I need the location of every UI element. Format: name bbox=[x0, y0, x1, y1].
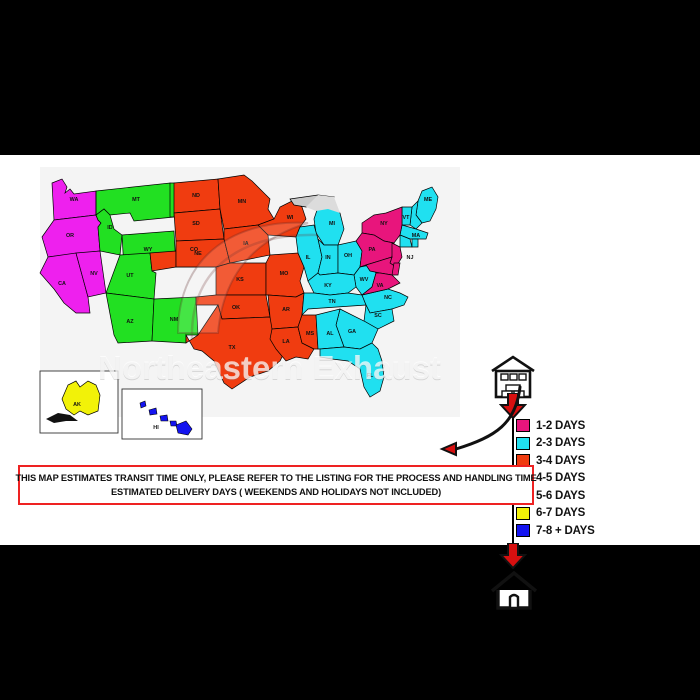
zone-1-2-days[interactable] bbox=[355, 206, 403, 296]
state-FL[interactable] bbox=[319, 342, 385, 398]
zone-5-6-days[interactable] bbox=[39, 178, 107, 314]
legend-swatch-1-2-days bbox=[516, 419, 530, 433]
origin-pointer-arrow bbox=[439, 385, 522, 457]
zone-2-3-days-northeast[interactable] bbox=[399, 186, 439, 248]
state-label-IN: IN bbox=[325, 255, 330, 261]
state-TX[interactable] bbox=[185, 304, 287, 390]
state-label-NE: NE bbox=[194, 251, 202, 257]
letterbox-bottom bbox=[0, 545, 700, 700]
down-arrow-icon-bottom bbox=[499, 543, 527, 569]
zone-4-5-days[interactable] bbox=[95, 182, 199, 344]
letterbox-top bbox=[0, 0, 700, 155]
alaska-islands bbox=[46, 413, 78, 423]
state-label-NC: NC bbox=[384, 295, 392, 301]
state-label-VT: VT bbox=[403, 215, 411, 221]
state-WI[interactable] bbox=[257, 200, 307, 238]
state-label-HI: HI bbox=[153, 425, 159, 431]
disclaimer-line-2: ESTIMATED DELIVERY DAYS ( WEEKENDS AND H… bbox=[110, 487, 442, 497]
legend-label: 1-2 DAYS bbox=[536, 419, 586, 432]
disclaimer-line-1: THIS MAP ESTIMATES TRANSIT TIME ONLY, PL… bbox=[15, 473, 537, 483]
state-label-MS: MS bbox=[306, 331, 314, 337]
state-label-MI: MI bbox=[329, 221, 335, 227]
state-label-OH: OH bbox=[344, 253, 352, 259]
state-label-VA: VA bbox=[376, 283, 383, 289]
state-label-OR: OR bbox=[66, 233, 74, 239]
state-label-TX: TX bbox=[229, 345, 236, 351]
state-label-ID: ID bbox=[107, 225, 112, 231]
state-MN[interactable] bbox=[217, 174, 275, 230]
legend-item[interactable]: 6-7 DAYS bbox=[516, 505, 595, 523]
state-RI[interactable] bbox=[411, 238, 419, 248]
legend-label: 3-4 DAYS bbox=[536, 454, 586, 467]
legend-label: 5-6 DAYS bbox=[536, 489, 586, 502]
state-NE[interactable] bbox=[175, 238, 231, 268]
state-label-CO: CO bbox=[190, 247, 198, 253]
state-MO[interactable] bbox=[265, 252, 305, 298]
legend-label: 2-3 DAYS bbox=[536, 437, 586, 450]
state-KY[interactable] bbox=[307, 272, 357, 296]
state-label-SD: SD bbox=[192, 221, 200, 227]
state-label-WY: WY bbox=[144, 247, 153, 253]
state-label-ME: ME bbox=[424, 197, 432, 203]
state-label-MN: MN bbox=[238, 199, 246, 205]
state-VA[interactable] bbox=[361, 272, 401, 296]
state-label-ND: ND bbox=[192, 193, 200, 199]
legend-item[interactable]: 7-8 + DAYS bbox=[516, 522, 595, 540]
legend-item[interactable]: 3-4 DAYS bbox=[516, 452, 595, 470]
legend-swatch-6-7-days bbox=[516, 506, 530, 520]
state-label-MA: MA bbox=[412, 233, 420, 239]
state-AK[interactable] bbox=[61, 380, 101, 416]
zone-2-3-days[interactable] bbox=[289, 194, 409, 398]
alaska-inset[interactable]: AK bbox=[39, 370, 119, 434]
state-label-CA: CA bbox=[58, 281, 66, 287]
hawaii-inset[interactable]: HI bbox=[121, 388, 203, 440]
state-label-AZ: AZ bbox=[126, 319, 134, 325]
state-label-WI: WI bbox=[287, 215, 294, 221]
state-HI[interactable] bbox=[139, 400, 193, 436]
shipping-map-graphic: AK HI WA OR bbox=[0, 155, 700, 610]
delivery-flow-icons bbox=[439, 353, 544, 610]
state-label-IL: IL bbox=[306, 255, 311, 261]
state-label-MO: MO bbox=[280, 271, 289, 277]
great-lakes-fill bbox=[306, 195, 340, 213]
legend-label: 7-8 + DAYS bbox=[536, 524, 595, 537]
state-label-IA: IA bbox=[243, 241, 248, 247]
us-transit-map: AK HI WA OR bbox=[18, 163, 478, 453]
state-label-FL: FL bbox=[367, 373, 374, 379]
state-label-NV: NV bbox=[90, 271, 98, 277]
state-label-GA: GA bbox=[348, 329, 356, 335]
state-AZ[interactable] bbox=[105, 292, 155, 344]
zone-3-4-days[interactable] bbox=[173, 174, 319, 390]
state-label-NJ: NJ bbox=[407, 255, 414, 261]
legend-item[interactable]: 2-3 DAYS bbox=[516, 435, 595, 453]
state-label-KY: KY bbox=[324, 283, 332, 289]
legend-swatch-2-3-days bbox=[516, 436, 530, 450]
state-label-TN: TN bbox=[328, 299, 335, 305]
state-label-AR: AR bbox=[282, 307, 290, 313]
state-ME[interactable] bbox=[415, 186, 439, 224]
state-label-WV: WV bbox=[360, 277, 369, 283]
legend-label: 4-5 DAYS bbox=[536, 472, 586, 485]
disclaimer-box: THIS MAP ESTIMATES TRANSIT TIME ONLY, PL… bbox=[15, 465, 537, 505]
state-labels: WA OR CA NV ID MT WY UT AZ NM CO ND SD N… bbox=[58, 193, 432, 379]
legend-item[interactable]: 1-2 DAYS bbox=[516, 417, 595, 435]
state-label-MT: MT bbox=[132, 197, 140, 203]
state-label-LA: LA bbox=[282, 339, 289, 345]
legend-swatch-7-8-days bbox=[516, 524, 530, 538]
state-label-NM: NM bbox=[170, 317, 179, 323]
home-icon bbox=[490, 571, 538, 610]
state-label-WA: WA bbox=[70, 197, 79, 203]
us-map-svg[interactable]: AK HI WA OR bbox=[18, 163, 478, 453]
state-label-OK: OK bbox=[232, 305, 240, 311]
state-label-PA: PA bbox=[368, 247, 375, 253]
state-label-AK: AK bbox=[73, 402, 81, 408]
state-label-KS: KS bbox=[236, 277, 244, 283]
state-DE[interactable] bbox=[391, 262, 401, 276]
legend-label: 6-7 DAYS bbox=[536, 507, 586, 520]
state-label-UT: UT bbox=[126, 273, 134, 279]
state-label-AL: AL bbox=[326, 331, 334, 337]
state-label-NY: NY bbox=[380, 221, 388, 227]
state-label-SC: SC bbox=[374, 313, 382, 319]
